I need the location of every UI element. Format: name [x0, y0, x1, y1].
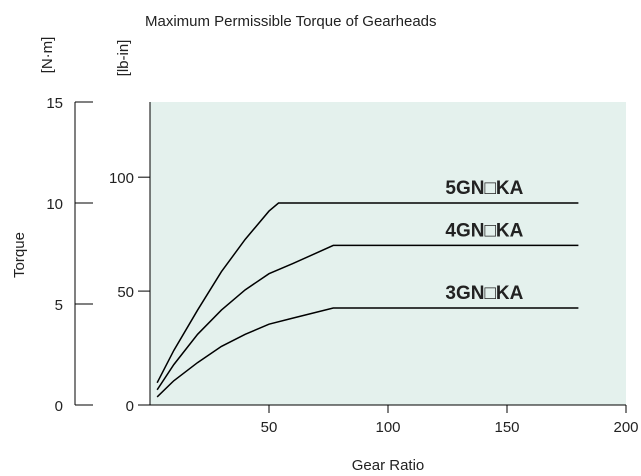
y-tick-label: 5	[55, 297, 63, 314]
series-label: 4GN□KA	[445, 220, 523, 241]
x-tick-label: 50	[261, 419, 278, 436]
y-unit: [N·m]	[39, 37, 56, 74]
x-tick-label: 100	[375, 419, 400, 436]
y-tick-label: 10	[46, 196, 63, 213]
plot-area	[150, 102, 626, 405]
series-label: 3GN□KA	[445, 283, 523, 304]
series-line	[156, 307, 579, 398]
y2-unit: [lb-in]	[115, 40, 132, 77]
x-tick-label: 150	[494, 419, 519, 436]
x-tick-label: 200	[613, 419, 638, 436]
chart-title: Maximum Permissible Torque of Gearheads	[145, 13, 437, 30]
y2-tick-label: 50	[117, 284, 134, 301]
y-tick-label: 0	[55, 398, 63, 415]
series-line	[156, 202, 579, 384]
series-line	[156, 244, 579, 391]
series-label: 5GN□KA	[445, 178, 523, 199]
y2-tick-label: 0	[126, 398, 134, 415]
x-axis-label: Gear Ratio	[352, 457, 425, 474]
y2-tick-label: 100	[109, 170, 134, 187]
y-axis-label: Torque	[11, 232, 28, 278]
y-tick-label: 15	[46, 95, 63, 112]
